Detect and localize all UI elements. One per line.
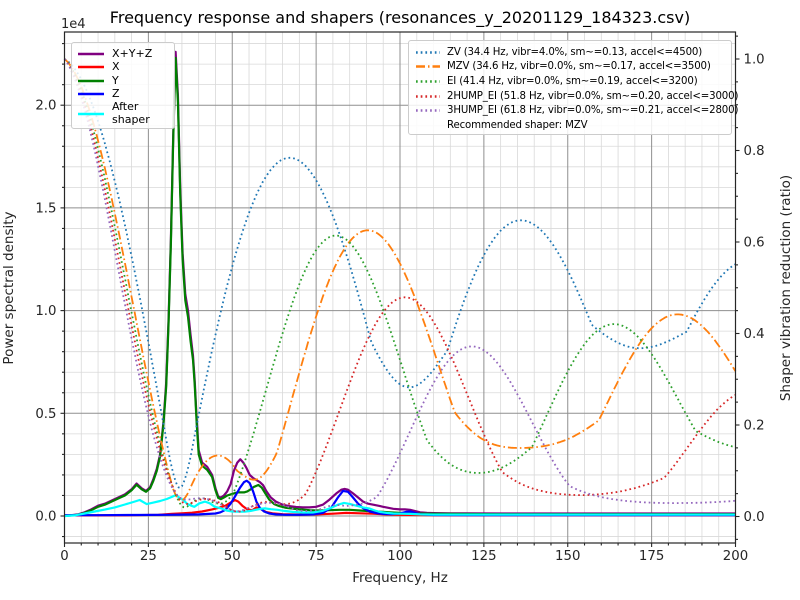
y-left-offset-text: 1e4 <box>61 17 86 32</box>
legend-entry-label: X+Y+Z <box>112 46 153 60</box>
legend-entry-y: Y <box>77 74 169 88</box>
svg-text:125: 125 <box>471 549 496 564</box>
ticks <box>60 35 740 547</box>
shaper-curves <box>63 58 737 513</box>
legend-entry-label: X <box>112 60 120 73</box>
svg-text:0.5: 0.5 <box>35 407 56 422</box>
svg-text:1.0: 1.0 <box>744 53 765 68</box>
svg-text:0.8: 0.8 <box>744 144 765 159</box>
legend-line-sample <box>416 109 440 112</box>
svg-text:150: 150 <box>555 549 580 564</box>
legend-entry-mzv: MZV (34.6 Hz, vibr=0.0%, sm~=0.17, accel… <box>415 60 725 75</box>
legend-entry-ei: EI (41.4 Hz, vibr=0.0%, sm~=0.19, accel<… <box>415 74 725 89</box>
legend-entry-3hump_ei: 3HUMP_EI (61.8 Hz, vibr=0.0%, sm~=0.21, … <box>415 103 738 118</box>
shaper-curve-zv <box>64 58 736 490</box>
legend-line-sample <box>416 80 440 83</box>
svg-text:0.0: 0.0 <box>744 510 765 525</box>
legend-line-sample <box>416 65 440 69</box>
y-right-tick-labels: 0.0 0.2 0.4 0.6 0.8 1.0 <box>744 53 765 526</box>
svg-text:1.5: 1.5 <box>35 201 56 216</box>
svg-text:25: 25 <box>140 549 157 564</box>
legend-entry-label: MZV (34.6 Hz, vibr=0.0%, sm~=0.17, accel… <box>447 61 711 73</box>
psd-curve-y <box>64 56 736 518</box>
legend-entry-label: ZV (34.4 Hz, vibr=4.0%, sm~=0.13, accel<… <box>447 46 703 58</box>
legend-entry-after: After shaper <box>77 100 169 126</box>
recommended-shaper-note: Recommended shaper: MZV <box>415 118 725 133</box>
legend-shapers: ZV (34.4 Hz, vibr=4.0%, sm~=0.13, accel<… <box>408 40 738 135</box>
chart-title: Frequency response and shapers (resonanc… <box>109 8 691 27</box>
y-left-axis-label: Power spectral density <box>1 211 17 365</box>
legend-entry-z: Z <box>77 87 169 102</box>
svg-text:200: 200 <box>723 549 748 564</box>
legend-entry-label: 3HUMP_EI (61.8 Hz, vibr=0.0%, sm~=0.21, … <box>447 105 739 117</box>
legend-entry-label: Z <box>112 87 120 100</box>
recommended-shaper-text: Recommended shaper: MZV <box>447 119 588 131</box>
legend-line-sample <box>78 112 104 115</box>
svg-text:175: 175 <box>639 549 664 564</box>
shaper-curve-3hump_ei <box>63 58 736 513</box>
svg-text:50: 50 <box>224 549 241 564</box>
legend-line-sample <box>78 66 104 69</box>
legend-entry-label: Y <box>112 73 119 87</box>
x-axis-label: Frequency, Hz <box>352 570 448 586</box>
svg-text:1.0: 1.0 <box>35 304 56 319</box>
legend-line-sample <box>416 51 440 54</box>
legend-line-sample <box>78 93 104 96</box>
legend-entry-label: EI (41.4 Hz, vibr=0.0%, sm~=0.19, accel<… <box>447 75 698 87</box>
svg-text:100: 100 <box>387 549 412 564</box>
psd-curves <box>64 50 736 518</box>
legend-entry-label: After shaper <box>112 100 150 126</box>
svg-text:0.6: 0.6 <box>744 236 765 251</box>
legend-line-sample <box>78 79 104 82</box>
y-right-axis-label: Shaper vibration reduction (ratio) <box>778 174 794 402</box>
legend-psd: X+Y+Z X Y Z After shaper <box>71 42 175 129</box>
psd-curve-after-shaper <box>64 493 736 518</box>
svg-text:0.2: 0.2 <box>744 419 765 434</box>
svg-text:75: 75 <box>308 549 325 564</box>
shaper-curve-2hump_ei <box>63 58 736 513</box>
legend-entry-zv: ZV (34.4 Hz, vibr=4.0%, sm~=0.13, accel<… <box>415 45 725 60</box>
legend-line-sample <box>78 52 104 55</box>
legend-line-sample <box>416 94 440 98</box>
legend-entry-2hump_ei: 2HUMP_EI (51.8 Hz, vibr=0.0%, sm~=0.20, … <box>415 89 738 104</box>
svg-text:0.4: 0.4 <box>744 327 765 342</box>
legend-entry-label: 2HUMP_EI (51.8 Hz, vibr=0.0%, sm~=0.20, … <box>447 90 739 102</box>
svg-text:2.0: 2.0 <box>35 99 56 114</box>
y-left-tick-labels: 0.0 0.5 1.0 1.5 2.0 <box>35 99 56 525</box>
svg-text:0: 0 <box>60 549 68 564</box>
shaper-curve-mzv <box>63 58 737 502</box>
svg-text:0.0: 0.0 <box>35 510 56 525</box>
x-tick-labels: 0 25 50 75 100 125 150 175 200 <box>60 549 748 564</box>
legend-entry-x: X <box>77 60 169 75</box>
legend-entry-x-y-z: X+Y+Z <box>77 47 169 61</box>
